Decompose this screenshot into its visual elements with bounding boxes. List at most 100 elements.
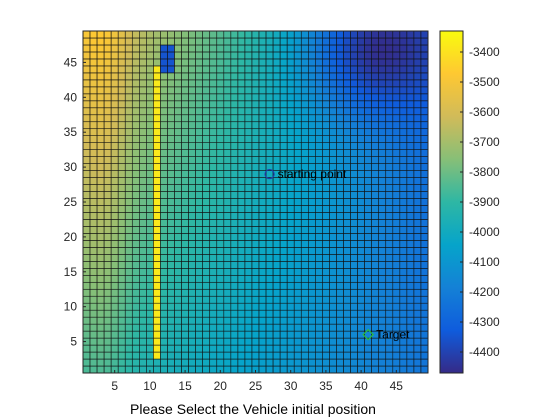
heatmap-cell [265, 198, 274, 206]
heatmap-cell [286, 323, 295, 332]
heatmap-cell [117, 30, 126, 39]
heatmap-cell [392, 156, 401, 164]
heatmap-cell [322, 351, 330, 360]
heatmap-cell [293, 86, 302, 95]
heatmap-cell [357, 212, 365, 220]
heatmap-cell [350, 93, 358, 102]
heatmap-cell [96, 30, 105, 39]
heatmap-cell [385, 86, 394, 95]
heatmap-cell [124, 288, 133, 297]
heatmap-cell [131, 79, 140, 88]
heatmap-cell [181, 65, 189, 74]
heatmap-cell [216, 72, 225, 81]
heatmap-cell [110, 149, 119, 157]
heatmap-cell [131, 240, 140, 248]
heatmap-cell [110, 274, 119, 283]
heatmap-cell [216, 351, 225, 360]
heatmap-cell [272, 254, 281, 262]
heatmap-cell [286, 149, 295, 157]
heatmap-cell [300, 365, 309, 374]
heatmap-cell [96, 295, 105, 304]
heatmap-cell [272, 274, 281, 283]
heatmap-cell [160, 86, 168, 95]
heatmap-cell [413, 100, 422, 109]
heatmap-cell [329, 37, 337, 46]
heatmap-cell [350, 274, 358, 283]
heatmap-cell [300, 135, 309, 143]
heatmap-cell [357, 149, 365, 157]
heatmap-cell [230, 149, 239, 157]
heatmap-cell [103, 309, 112, 318]
heatmap-cell [272, 100, 281, 109]
heatmap-cell [188, 100, 196, 109]
heatmap-cell [153, 128, 161, 136]
heatmap-cell [279, 72, 288, 81]
heatmap-cell [300, 128, 309, 136]
heatmap-cell [160, 240, 168, 248]
heatmap-cell [258, 37, 267, 46]
heatmap-cell [357, 344, 365, 353]
heatmap-cell [385, 365, 394, 374]
heatmap-cell [308, 135, 316, 143]
heatmap-cell [96, 344, 105, 353]
heatmap-cell [286, 247, 295, 255]
heatmap-cell [399, 226, 408, 234]
heatmap-cell [385, 135, 394, 143]
heatmap-cell [406, 254, 415, 262]
heatmap-cell [265, 128, 274, 136]
y-tick-label: 20 [64, 230, 78, 244]
heatmap-cell [258, 365, 267, 374]
heatmap-cell [308, 184, 316, 192]
heatmap-cell [153, 142, 161, 150]
heatmap-cell [202, 337, 211, 346]
heatmap-cell [202, 86, 211, 95]
heatmap-cell [406, 107, 415, 116]
heatmap-cell [153, 65, 161, 74]
heatmap-cell [174, 247, 182, 255]
heatmap-cell [265, 184, 274, 192]
heatmap-cell [202, 51, 211, 60]
heatmap-cell [202, 37, 211, 46]
heatmap-cell [195, 86, 203, 95]
heatmap-cell [420, 30, 429, 39]
heatmap-cell [286, 226, 295, 234]
heatmap-cell [117, 274, 126, 283]
heatmap-cell [110, 128, 119, 136]
heatmap-cell [131, 65, 140, 74]
heatmap-cell [167, 93, 175, 102]
heatmap-cell [237, 323, 246, 332]
heatmap-cell [209, 212, 218, 220]
heatmap-cell [96, 212, 105, 220]
heatmap-cell [195, 288, 203, 297]
heatmap-cell [124, 128, 133, 136]
heatmap-cell [139, 281, 147, 290]
heatmap-cell [399, 268, 408, 276]
heatmap-cell [279, 142, 288, 150]
heatmap-cell [230, 128, 239, 136]
heatmap-cell [279, 79, 288, 88]
heatmap-cell [336, 212, 344, 220]
heatmap-cell [209, 51, 218, 60]
heatmap-cell [350, 107, 358, 116]
x-tick-label: 15 [178, 379, 192, 393]
heatmap-cell [399, 351, 408, 360]
heatmap-cell [139, 114, 147, 123]
heatmap-cell [272, 358, 281, 367]
heatmap-cell [343, 323, 351, 332]
heatmap-cell [251, 337, 260, 346]
heatmap-cell [350, 191, 358, 199]
heatmap-cell [223, 184, 232, 192]
heatmap-cell [153, 351, 161, 360]
heatmap-cell [223, 128, 232, 136]
heatmap-cell [286, 344, 295, 353]
heatmap-cell [160, 351, 168, 360]
heatmap-cell [131, 37, 140, 46]
heatmap-cell [131, 30, 140, 39]
heatmap-cell [117, 163, 126, 171]
heatmap-cell [272, 261, 281, 269]
heatmap-cell [315, 198, 323, 206]
heatmap-cell [223, 365, 232, 374]
heatmap-cell [216, 309, 225, 318]
heatmap-cell [110, 261, 119, 269]
heatmap-cell [406, 30, 415, 39]
